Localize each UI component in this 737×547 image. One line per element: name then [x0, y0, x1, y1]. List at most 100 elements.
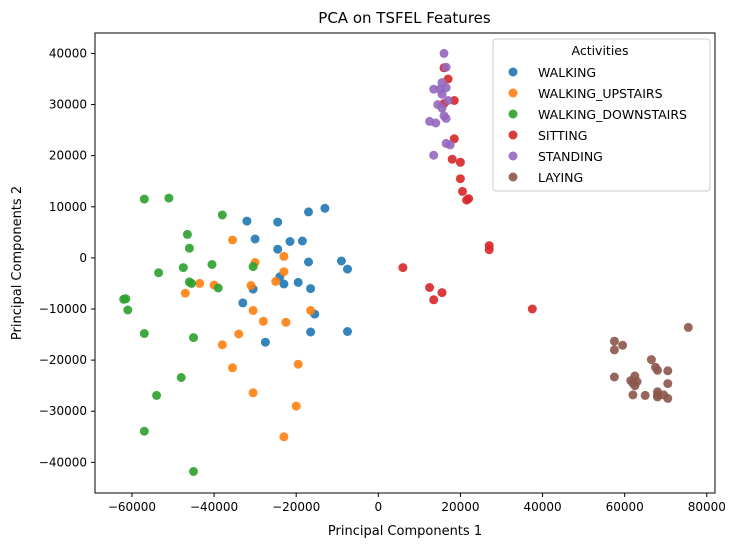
- legend-marker-walking-upstairs: [508, 88, 518, 98]
- data-point-laying-9: [609, 372, 619, 382]
- data-point-walking-downstairs-20: [189, 467, 198, 476]
- data-point-walking-downstairs-2: [217, 210, 227, 220]
- data-point-sitting-2: [449, 96, 459, 105]
- y-tick-label: 10000: [49, 200, 87, 214]
- data-point-standing-9: [437, 103, 447, 113]
- data-point-standing-1: [441, 62, 451, 72]
- data-point-walking-downstairs-17: [176, 373, 186, 382]
- data-point-laying-3: [609, 345, 619, 355]
- data-point-sitting-15: [437, 288, 447, 298]
- legend-label-walking-upstairs: WALKING_UPSTAIRS: [538, 86, 663, 101]
- data-point-walking-4: [250, 234, 260, 244]
- data-point-walking-13: [279, 279, 289, 289]
- data-point-laying-17: [640, 390, 650, 400]
- data-point-sitting-17: [527, 304, 537, 314]
- data-point-laying-7: [663, 366, 673, 376]
- data-point-laying-14: [663, 379, 673, 389]
- data-point-sitting-16: [429, 295, 439, 305]
- data-point-walking-7: [273, 244, 283, 254]
- data-point-walking-upstairs-12: [306, 306, 316, 315]
- data-point-standing-13: [431, 118, 441, 128]
- data-point-walking-downstairs-16: [189, 333, 198, 343]
- plot-area-frame: [94, 32, 716, 494]
- data-point-walking-6: [297, 236, 307, 246]
- data-point-sitting-14: [425, 283, 435, 292]
- data-point-walking-downstairs-6: [248, 262, 258, 272]
- data-point-walking-upstairs-15: [228, 363, 237, 373]
- x-tick-label: −20000: [272, 500, 320, 514]
- data-point-walking-5: [285, 237, 295, 246]
- data-point-walking-2: [304, 207, 313, 217]
- data-point-walking-15: [306, 284, 316, 294]
- data-point-walking-downstairs-18: [152, 390, 162, 400]
- data-point-walking-upstairs-18: [291, 401, 301, 411]
- legend-label-standing: STANDING: [538, 149, 603, 164]
- y-axis-label: Principal Components 2: [10, 186, 25, 340]
- data-point-walking-upstairs-8: [180, 288, 190, 298]
- data-point-standing-0: [439, 48, 449, 58]
- data-point-walking-8: [304, 257, 313, 267]
- data-point-walking-upstairs-19: [279, 432, 289, 442]
- data-point-laying-1: [609, 336, 619, 346]
- data-point-sitting-6: [455, 157, 465, 167]
- x-tick-label: 0: [374, 500, 382, 514]
- chart-title: PCA on TSFEL Features: [318, 9, 491, 27]
- data-point-laying-16: [628, 390, 638, 400]
- legend-label-walking-downstairs: WALKING_DOWNSTAIRS: [538, 107, 687, 122]
- data-point-standing-15: [445, 140, 455, 150]
- data-point-walking-upstairs-5: [246, 281, 256, 290]
- data-point-walking-upstairs-0: [228, 235, 237, 245]
- y-tick-label: −20000: [39, 353, 87, 367]
- data-point-walking-downstairs-11: [213, 283, 223, 293]
- data-point-walking-upstairs-9: [248, 306, 258, 315]
- data-point-walking-upstairs-14: [217, 340, 227, 350]
- x-tick-label: 20000: [441, 500, 479, 514]
- scatter-points: [119, 48, 693, 476]
- data-point-walking-20: [343, 327, 352, 336]
- data-point-walking-downstairs-8: [154, 268, 164, 278]
- x-axis-ticks: −60000 −40000 −20000 0 20000 40000 60000 80000: [108, 493, 726, 514]
- data-point-laying-0: [683, 322, 693, 332]
- x-tick-label: 40000: [523, 500, 561, 514]
- legend-title: Activities: [571, 43, 628, 58]
- data-point-walking-upstairs-6: [195, 278, 205, 288]
- x-tick-label: 80000: [688, 500, 726, 514]
- data-point-laying-6: [653, 365, 662, 375]
- data-point-sitting-12: [484, 245, 494, 255]
- data-point-standing-11: [441, 113, 451, 123]
- y-tick-label: −40000: [39, 455, 87, 469]
- legend-label-laying: LAYING: [538, 170, 583, 185]
- data-point-standing-7: [443, 96, 453, 105]
- data-point-laying-20: [663, 393, 673, 403]
- data-point-walking-16: [238, 298, 248, 308]
- data-point-standing-4: [429, 84, 439, 94]
- data-point-walking-upstairs-3: [279, 267, 289, 277]
- x-tick-label: 60000: [606, 500, 644, 514]
- x-axis-label: Principal Components 1: [328, 524, 482, 539]
- data-point-walking-upstairs-16: [293, 359, 303, 369]
- legend-label-sitting: SITTING: [538, 128, 587, 143]
- data-point-laying-21: [653, 392, 662, 402]
- data-point-walking-upstairs-11: [281, 317, 291, 327]
- legend-entries: WALKING WALKING_UPSTAIRS WALKING_DOWNSTAIR…: [508, 65, 687, 185]
- data-point-walking-upstairs-13: [234, 329, 244, 339]
- data-point-laying-13: [630, 381, 640, 391]
- data-point-standing-6: [437, 89, 447, 99]
- data-point-walking-downstairs-5: [207, 260, 217, 269]
- data-point-standing-16: [429, 150, 439, 160]
- data-point-sitting-10: [462, 195, 472, 205]
- data-point-walking-downstairs-3: [182, 229, 192, 239]
- data-point-walking-downstairs-13: [121, 294, 131, 304]
- x-tick-label: −60000: [108, 500, 156, 514]
- legend: Activities WALKINGWALKING_UPSTAIRSWALKIN…: [492, 38, 711, 192]
- legend-marker-laying: [508, 172, 518, 182]
- data-point-laying-2: [618, 340, 628, 350]
- y-tick-label: 30000: [49, 98, 87, 112]
- data-point-walking-upstairs-4: [271, 276, 281, 286]
- data-point-walking-upstairs-10: [258, 316, 268, 326]
- y-tick-label: 20000: [49, 149, 87, 163]
- data-point-walking-9: [336, 256, 346, 266]
- data-point-walking-downstairs-14: [123, 305, 133, 315]
- data-point-sitting-13: [398, 263, 408, 273]
